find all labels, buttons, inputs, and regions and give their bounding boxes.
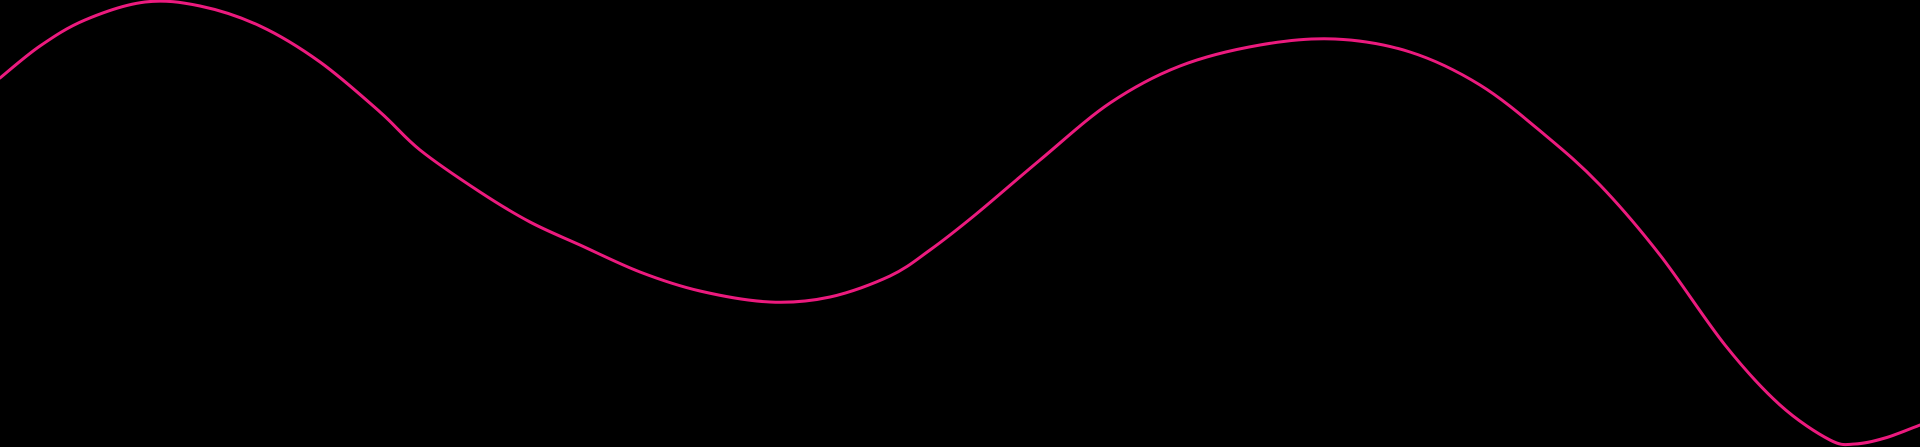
sine-wave-plot [0,0,1920,447]
chart-canvas [0,0,1920,447]
sine-wave-curve [0,0,1920,447]
plot-background [0,0,1920,447]
